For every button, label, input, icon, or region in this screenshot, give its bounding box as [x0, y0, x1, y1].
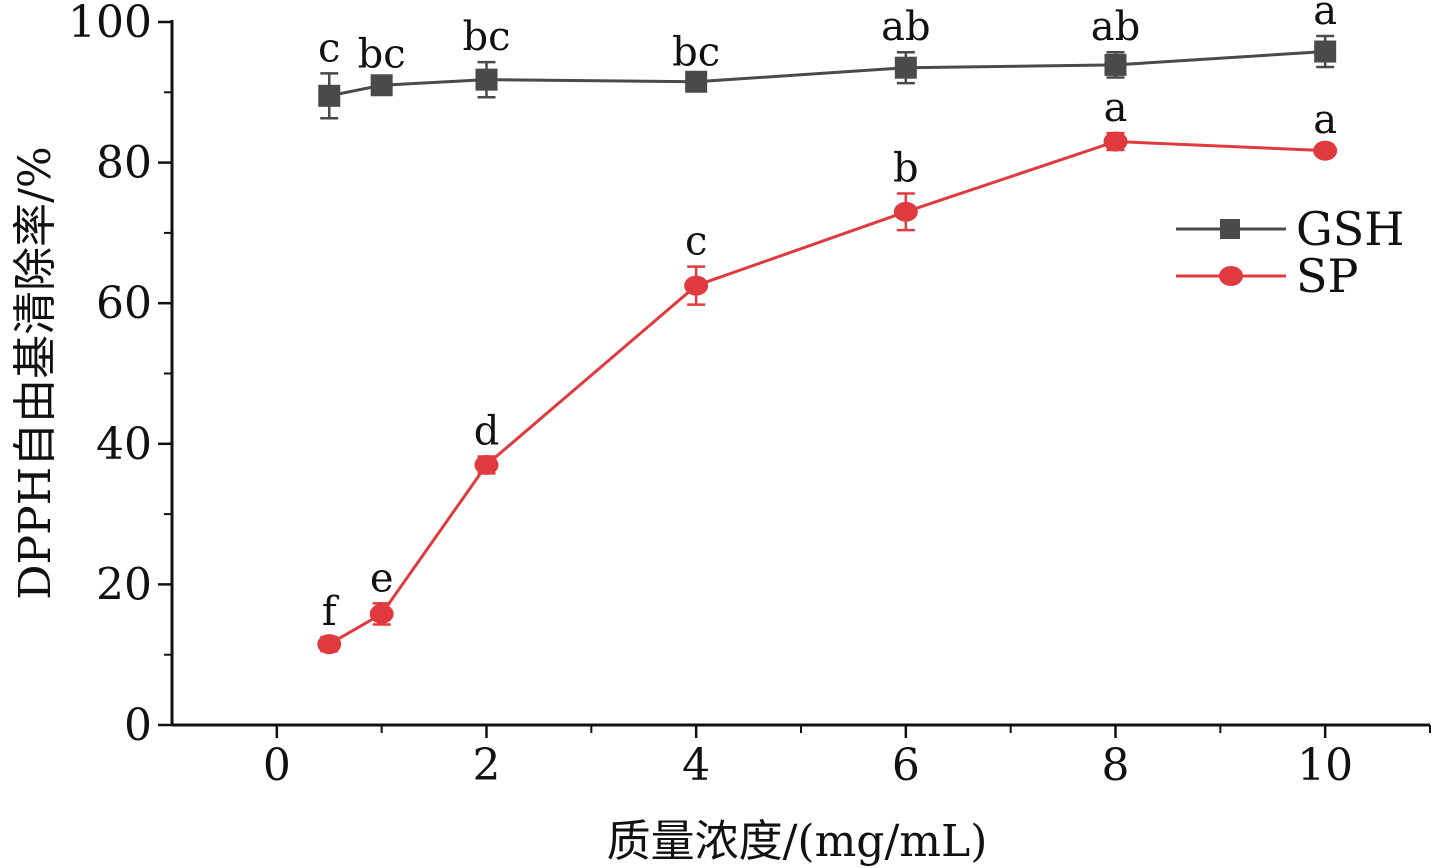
data-point — [475, 68, 498, 91]
x-tick-label: 6 — [892, 740, 920, 791]
legend-item-gsh: GSH — [1176, 202, 1404, 256]
significance-label: bc — [462, 14, 510, 60]
data-point — [1104, 53, 1127, 76]
data-point — [893, 201, 918, 222]
significance-label: a — [1313, 0, 1337, 34]
data-point — [1103, 131, 1128, 152]
series-sp: fe d c b a a — [317, 85, 1338, 655]
data-point — [684, 275, 709, 296]
significance-label: f — [322, 589, 340, 635]
y-tick-label: 0 — [124, 700, 152, 751]
significance-label: c — [685, 219, 707, 265]
significance-label: a — [1313, 97, 1337, 143]
significance-label: c — [318, 25, 340, 71]
legend-marker — [1219, 266, 1243, 286]
y-tick-label: 80 — [96, 138, 152, 189]
data-point — [318, 84, 341, 107]
data-point — [317, 634, 342, 655]
x-tick-label: 0 — [263, 740, 291, 791]
data-point — [894, 56, 917, 79]
data-point — [369, 603, 394, 624]
x-tick-label: 10 — [1297, 740, 1353, 791]
legend-marker — [1220, 219, 1240, 239]
data-point — [474, 454, 499, 475]
significance-label: bc — [358, 32, 406, 78]
data-point — [1313, 140, 1338, 161]
series-line — [328, 139, 1326, 646]
y-tick-label: 100 — [68, 0, 152, 48]
significance-label: ab — [881, 4, 930, 50]
y-tick-label: 60 — [96, 278, 152, 329]
data-point — [1314, 40, 1337, 63]
significance-label: ab — [1091, 4, 1140, 50]
significance-label: bc — [672, 30, 720, 76]
data-point — [685, 70, 708, 93]
significance-label: a — [1104, 85, 1128, 131]
legend-label: SP — [1296, 249, 1358, 303]
y-tick-label: 20 — [96, 559, 152, 610]
data-point — [370, 74, 393, 97]
legend-label: GSH — [1296, 202, 1404, 256]
x-tick-label: 8 — [1102, 740, 1130, 791]
axes: 0 20 40 60 80 100 0 2 4 6 8 10 — [68, 0, 1431, 791]
significance-label: b — [893, 146, 919, 192]
y-tick-label: 40 — [96, 419, 152, 470]
x-tick-label: 2 — [473, 740, 501, 791]
significance-label: d — [474, 408, 500, 454]
y-axis-title: DPPH自由基清除率/% — [10, 146, 61, 600]
x-tick-label: 4 — [682, 740, 710, 791]
x-axis-title: 质量浓度/(mg/mL) — [607, 816, 988, 867]
significance-label: e — [370, 555, 394, 601]
legend-item-sp: SP — [1176, 249, 1358, 303]
